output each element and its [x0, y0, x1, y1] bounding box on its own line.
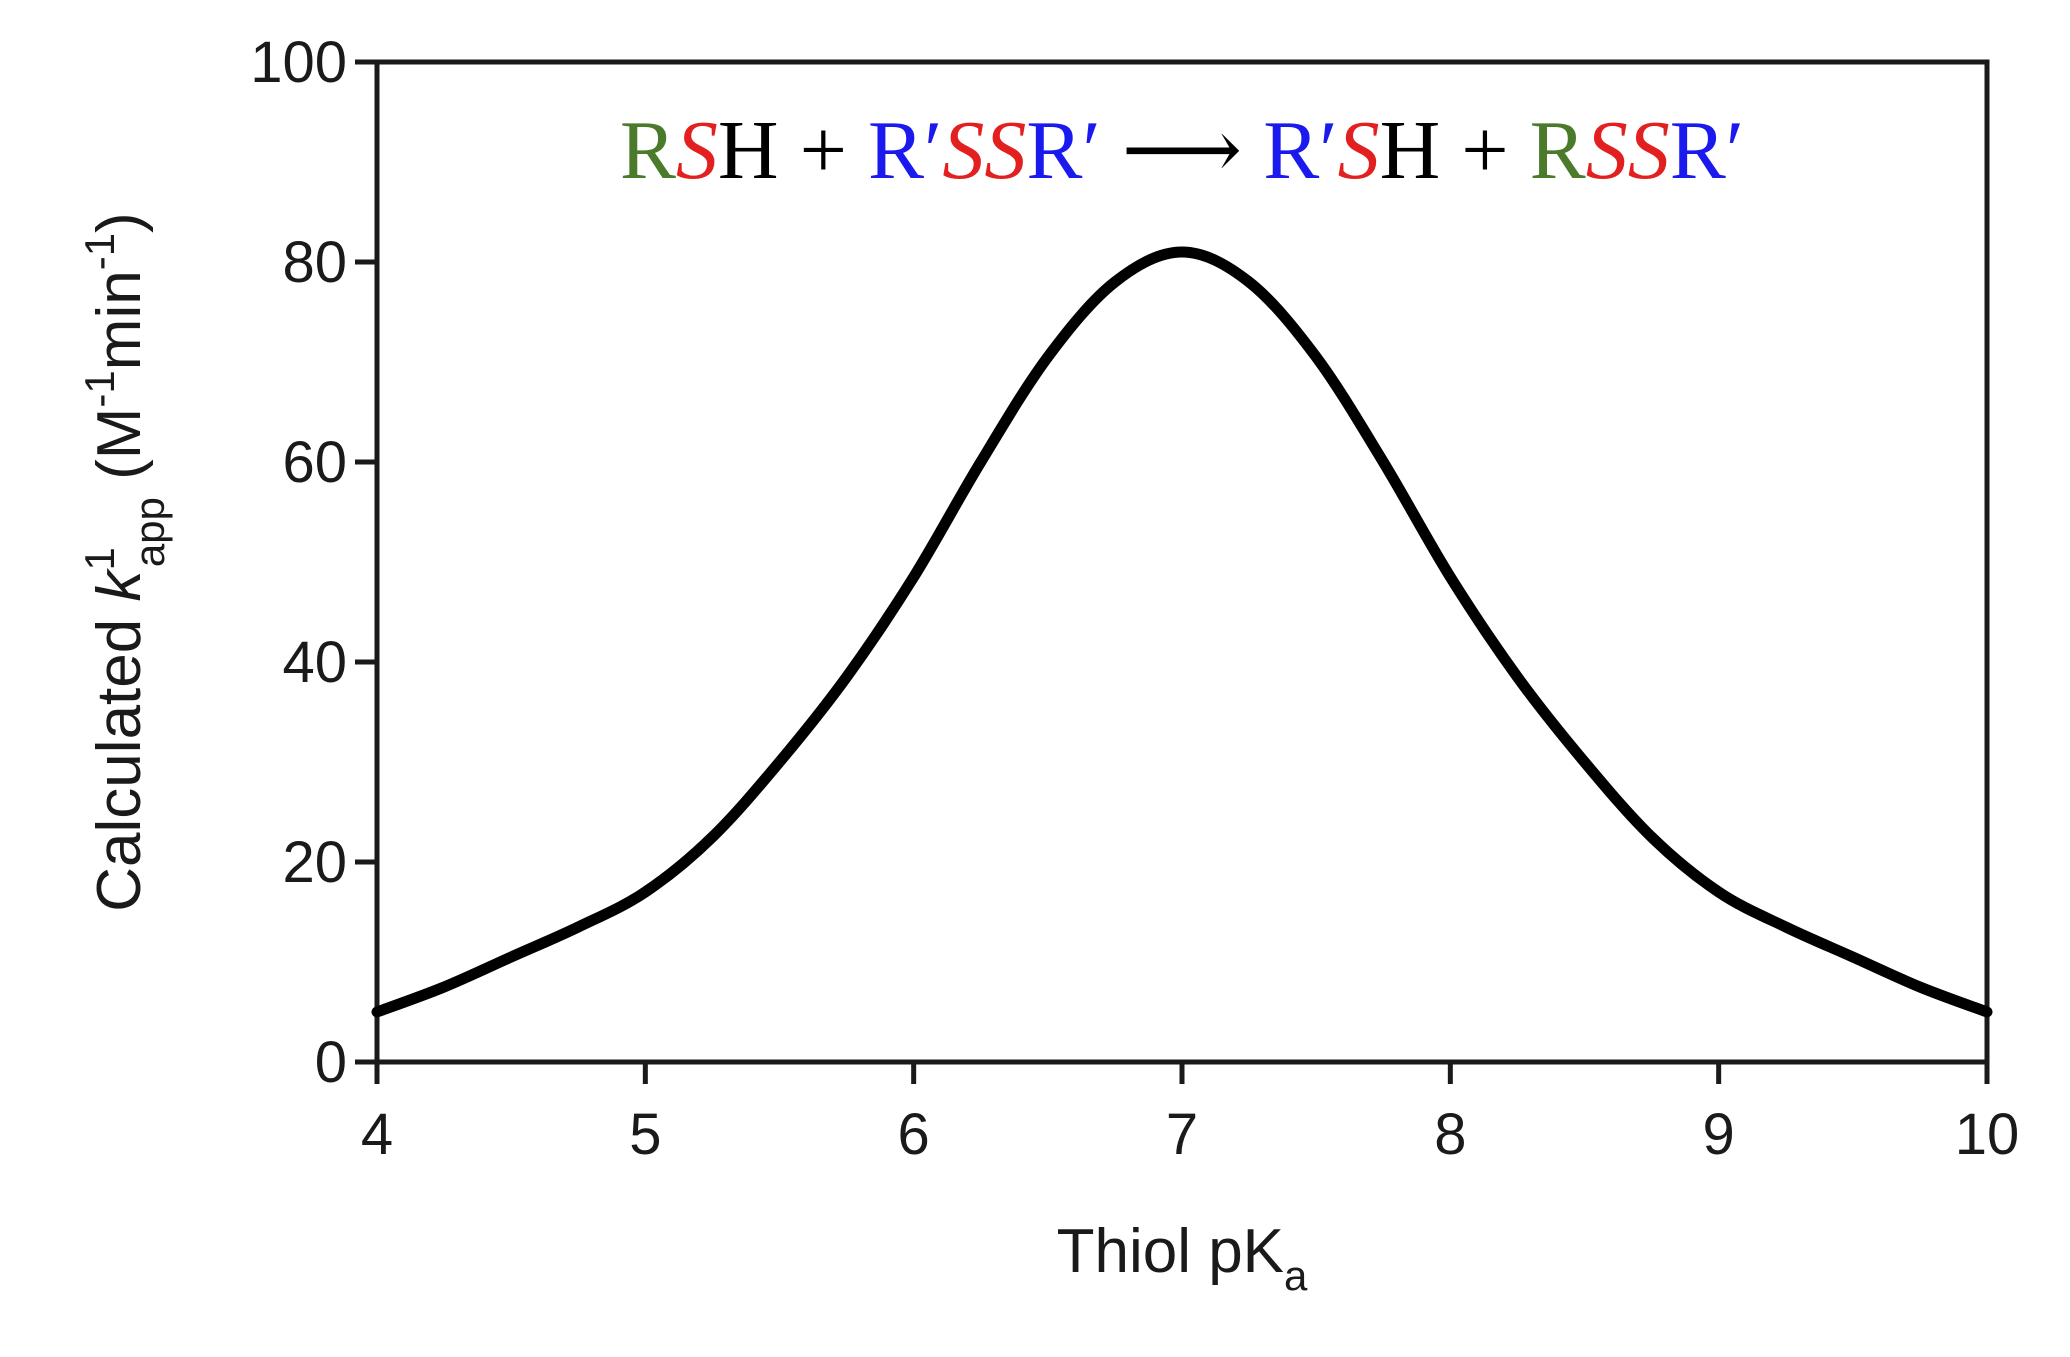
- y-title-k-sup: 1: [76, 547, 123, 570]
- x-axis-ticks: 4 5 6 7 8 9 10: [361, 1062, 2019, 1167]
- eq-token: SS: [942, 104, 1026, 197]
- x-tick-label: 8: [1434, 1102, 1466, 1167]
- eq-token: S: [676, 104, 718, 197]
- reaction-equation: RSH + R′SSR′ ⟶ R′SH + RSSR′: [620, 104, 1744, 197]
- eq-token: H +: [718, 104, 868, 197]
- y-tick-label: 40: [282, 630, 347, 695]
- eq-token: ⟶: [1101, 104, 1263, 197]
- x-axis-title: Thiol pKa: [1057, 1217, 1308, 1299]
- x-tick-label: 4: [361, 1102, 393, 1167]
- y-axis-title: Calculated k1app (M-1min-1): [76, 212, 173, 911]
- y-title-unit-sup1: -1: [76, 370, 123, 407]
- eq-token: H +: [1380, 104, 1530, 197]
- y-tick-label: 100: [250, 30, 347, 95]
- x-axis-title-main: Thiol pK: [1057, 1217, 1284, 1286]
- x-tick-label: 6: [898, 1102, 930, 1167]
- y-title-unit-sup2: -1: [76, 233, 123, 270]
- eq-token: R: [1530, 104, 1586, 197]
- y-axis-ticks: 0 20 40 60 80 100: [250, 30, 377, 1095]
- y-title-k-sub: app: [126, 497, 173, 567]
- y-tick-label: 60: [282, 430, 347, 495]
- y-title-unit-close: ): [85, 212, 154, 233]
- series-line: [371, 246, 1993, 1018]
- y-tick-label: 20: [282, 830, 347, 895]
- x-tick-label: 7: [1166, 1102, 1198, 1167]
- y-title-unit-mid: min: [85, 270, 154, 370]
- y-tick-label: 80: [282, 230, 347, 295]
- y-title-prefix: Calculated: [85, 602, 154, 912]
- eq-token: R′: [1670, 104, 1744, 197]
- y-tick-label: 0: [315, 1030, 347, 1095]
- x-tick-label: 5: [629, 1102, 661, 1167]
- eq-token: S: [1338, 104, 1380, 197]
- eq-token: R′: [868, 104, 942, 197]
- eq-token: R′: [1026, 104, 1100, 197]
- y-title-unit-open: (M: [85, 408, 154, 498]
- x-tick-label: 9: [1703, 1102, 1735, 1167]
- eq-token: R: [620, 104, 676, 197]
- x-axis-title-sub: a: [1284, 1252, 1308, 1299]
- eq-token: R′: [1263, 104, 1337, 197]
- x-tick-label: 10: [1955, 1102, 2020, 1167]
- y-title-k: k: [85, 568, 154, 602]
- eq-token: SS: [1586, 104, 1670, 197]
